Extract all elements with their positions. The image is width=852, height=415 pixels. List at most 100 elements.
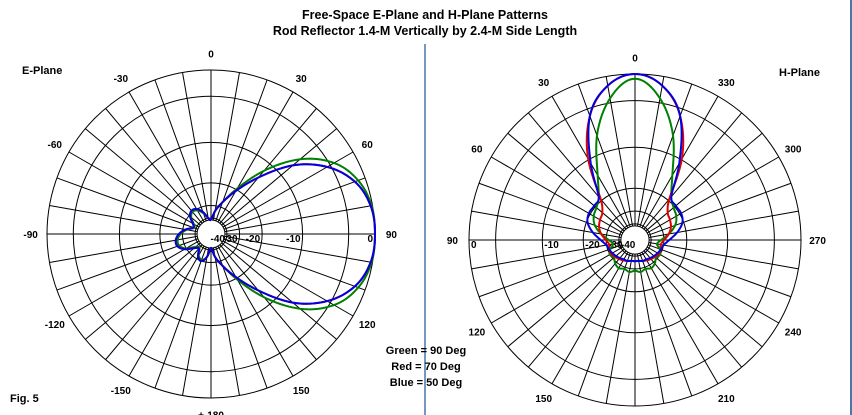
e-plane-spoke <box>215 246 268 389</box>
e-plane-angle-label: -120 <box>45 320 65 331</box>
h-plane-spoke <box>643 112 743 230</box>
h-plane-spoke <box>648 244 792 298</box>
e-plane-spoke <box>217 245 294 377</box>
e-plane-spoke <box>154 79 207 222</box>
h-plane-spoke <box>645 132 763 232</box>
h-plane-spoke <box>471 210 622 239</box>
e-plane-db-label: -20 <box>246 234 261 245</box>
legend-red: Red = 70 Deg <box>391 361 460 373</box>
e-plane-title: E-Plane <box>22 65 62 77</box>
h-plane-series-blue <box>586 73 684 263</box>
e-plane-spoke <box>212 72 240 221</box>
h-plane-spoke <box>527 250 627 368</box>
e-plane-spoke <box>222 151 354 228</box>
e-plane-plot: 0 30 60 90 120 150 +-180 -150 -120 -90 -60 -30 0 -10 -… <box>23 50 397 415</box>
e-plane-spoke <box>223 238 366 291</box>
h-plane-spoke <box>605 76 634 227</box>
e-plane-angle-label: 30 <box>296 74 308 85</box>
e-plane-spoke <box>105 108 203 224</box>
h-plane-angle-label: 150 <box>535 394 552 405</box>
e-plane-spoke <box>221 128 337 226</box>
h-plane-db-label: -10 <box>544 240 559 251</box>
e-plane-angle-label: 60 <box>362 140 374 151</box>
e-plane-spoke <box>224 205 373 233</box>
h-plane-angle-label: 120 <box>469 327 486 338</box>
h-plane-spoke <box>639 253 693 397</box>
e-plane-angle-label: 120 <box>359 320 376 331</box>
e-plane-spoke <box>85 128 201 226</box>
figure-label: Fig. 5 <box>10 393 39 405</box>
e-plane-spoke <box>219 108 317 224</box>
h-plane-angle-label: 270 <box>809 236 826 247</box>
e-plane-angle-label: -150 <box>111 386 131 397</box>
e-plane-angle-label: -90 <box>23 230 38 241</box>
h-plane-series-green <box>592 77 678 273</box>
h-plane-angle-label: 330 <box>718 78 735 89</box>
h-plane-spoke <box>605 253 634 404</box>
e-plane-spoke <box>105 244 203 360</box>
h-plane-angle-label: 30 <box>538 78 550 89</box>
h-plane-spoke <box>639 83 693 227</box>
e-plane-spoke <box>212 247 240 396</box>
h-plane-spoke <box>478 182 622 236</box>
h-plane-db-label: -20 <box>585 240 600 251</box>
chart-title-line2: Rod Reflector 1.4-M Vertically by 2.4-M … <box>273 24 577 38</box>
e-plane-spoke <box>85 242 201 340</box>
h-plane-spoke <box>478 244 622 298</box>
e-plane-spoke <box>224 235 373 263</box>
e-plane-angle-label: -60 <box>48 140 63 151</box>
h-plane-angle-label: 210 <box>718 394 735 405</box>
e-plane-angle-label: 0 <box>208 50 214 61</box>
h-plane-spoke <box>646 246 780 324</box>
e-plane-spoke <box>128 245 205 377</box>
h-plane-spoke <box>577 83 631 227</box>
e-plane-spoke <box>49 205 198 233</box>
e-plane-db-label: -30 <box>223 234 238 245</box>
e-plane-spoke <box>68 151 200 228</box>
e-plane-spoke <box>128 91 205 223</box>
e-plane-angle-label: -30 <box>114 74 129 85</box>
h-plane-spoke <box>636 76 665 227</box>
h-plane-plot: 03060901201501802102402703003300-10-20-3… <box>447 53 826 407</box>
legend-green: Green = 90 Deg <box>386 345 466 357</box>
e-plane-spoke <box>221 242 337 340</box>
h-plane-db-label: -30 <box>608 240 623 251</box>
h-plane-angle-label: 60 <box>471 145 483 156</box>
e-plane-db-label: -10 <box>286 234 301 245</box>
legend-blue: Blue = 50 Deg <box>390 377 462 389</box>
h-plane-db-label: 0 <box>471 240 477 251</box>
h-plane-spoke <box>527 112 627 230</box>
e-plane-spoke <box>217 91 294 223</box>
h-plane-spoke <box>636 253 665 404</box>
h-plane-spoke <box>507 248 625 348</box>
h-plane-db-label: -40 <box>621 240 636 251</box>
e-plane-angle-label: +-180 <box>198 410 224 415</box>
e-plane-spoke <box>49 235 198 263</box>
h-plane-angle-label: 300 <box>785 145 802 156</box>
h-plane-spoke <box>643 250 743 368</box>
e-plane-series-blue <box>174 163 376 305</box>
h-plane-spoke <box>507 132 625 232</box>
e-plane-spoke <box>154 246 207 389</box>
h-plane-title: H-Plane <box>779 67 820 79</box>
e-plane-spoke <box>56 177 199 230</box>
h-plane-spoke <box>648 241 799 270</box>
e-plane-spoke <box>56 238 199 291</box>
h-plane-spoke <box>648 182 792 236</box>
e-plane-spoke <box>219 244 317 360</box>
h-plane-spoke <box>490 246 624 324</box>
h-plane-spoke <box>577 253 631 397</box>
h-plane-spoke <box>648 210 799 239</box>
h-plane-spoke <box>551 251 629 385</box>
e-plane-spoke <box>68 240 200 317</box>
h-plane-spoke <box>471 241 622 270</box>
e-plane-spoke <box>223 177 366 230</box>
chart-title-line1: Free-Space E-Plane and H-Plane Patterns <box>302 8 548 22</box>
e-plane-angle-label: 90 <box>386 230 398 241</box>
e-plane-spoke <box>182 72 210 221</box>
h-plane-angle-label: 0 <box>632 53 638 64</box>
h-plane-angle-label: 240 <box>785 327 802 338</box>
h-plane-spoke <box>645 248 763 348</box>
